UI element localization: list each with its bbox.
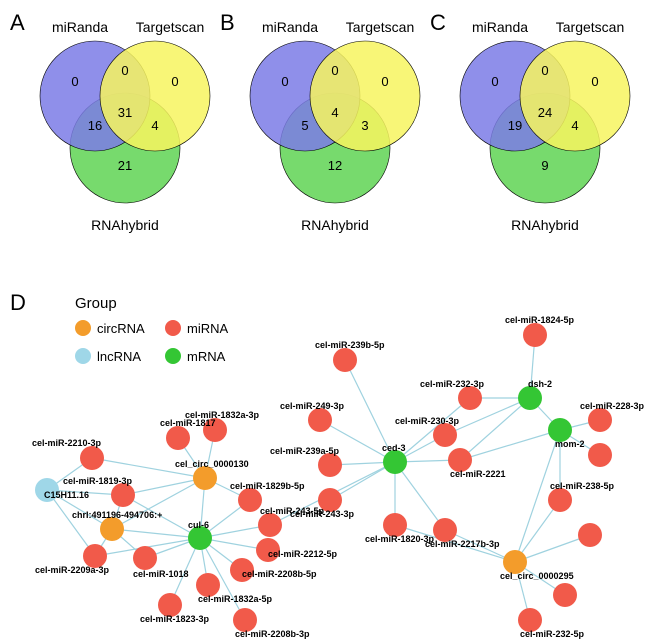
- panel-a-letter: A: [10, 10, 25, 36]
- legend-label-mirna: miRNA: [187, 321, 228, 336]
- legend-label-circrna: circRNA: [97, 321, 145, 336]
- svg-text:19: 19: [508, 118, 522, 133]
- svg-text:0: 0: [381, 74, 388, 89]
- svg-text:miRanda: miRanda: [262, 19, 318, 35]
- panel-c-letter: C: [430, 10, 446, 36]
- svg-text:24: 24: [538, 105, 552, 120]
- svg-text:3: 3: [361, 118, 368, 133]
- legend-swatch-mrna: [165, 348, 181, 364]
- legend-swatch-lncrna: [75, 348, 91, 364]
- svg-text:12: 12: [328, 158, 342, 173]
- svg-text:0: 0: [591, 74, 598, 89]
- svg-text:16: 16: [88, 118, 102, 133]
- svg-text:4: 4: [571, 118, 578, 133]
- svg-text:0: 0: [121, 63, 128, 78]
- svg-text:21: 21: [118, 158, 132, 173]
- svg-text:Targetscan: Targetscan: [346, 19, 414, 35]
- svg-text:Targetscan: Targetscan: [556, 19, 624, 35]
- svg-text:5: 5: [301, 118, 308, 133]
- svg-text:RNAhybrid: RNAhybrid: [301, 217, 369, 233]
- svg-text:4: 4: [151, 118, 158, 133]
- svg-text:0: 0: [541, 63, 548, 78]
- svg-text:RNAhybrid: RNAhybrid: [91, 217, 159, 233]
- svg-text:4: 4: [331, 105, 338, 120]
- legend-swatch-mirna: [165, 320, 181, 336]
- svg-text:0: 0: [71, 74, 78, 89]
- svg-text:Targetscan: Targetscan: [136, 19, 204, 35]
- svg-text:31: 31: [118, 105, 132, 120]
- svg-text:0: 0: [171, 74, 178, 89]
- panel-b-letter: B: [220, 10, 235, 36]
- legend-label-mrna: mRNA: [187, 349, 225, 364]
- legend-swatch-circrna: [75, 320, 91, 336]
- svg-text:RNAhybrid: RNAhybrid: [511, 217, 579, 233]
- svg-text:0: 0: [281, 74, 288, 89]
- panel-d-letter: D: [10, 290, 26, 316]
- svg-text:0: 0: [331, 63, 338, 78]
- svg-text:miRanda: miRanda: [472, 19, 528, 35]
- legend-title: Group: [75, 295, 117, 312]
- svg-text:miRanda: miRanda: [52, 19, 108, 35]
- legend-label-lncrna: lncRNA: [97, 349, 141, 364]
- svg-text:9: 9: [541, 158, 548, 173]
- svg-text:0: 0: [491, 74, 498, 89]
